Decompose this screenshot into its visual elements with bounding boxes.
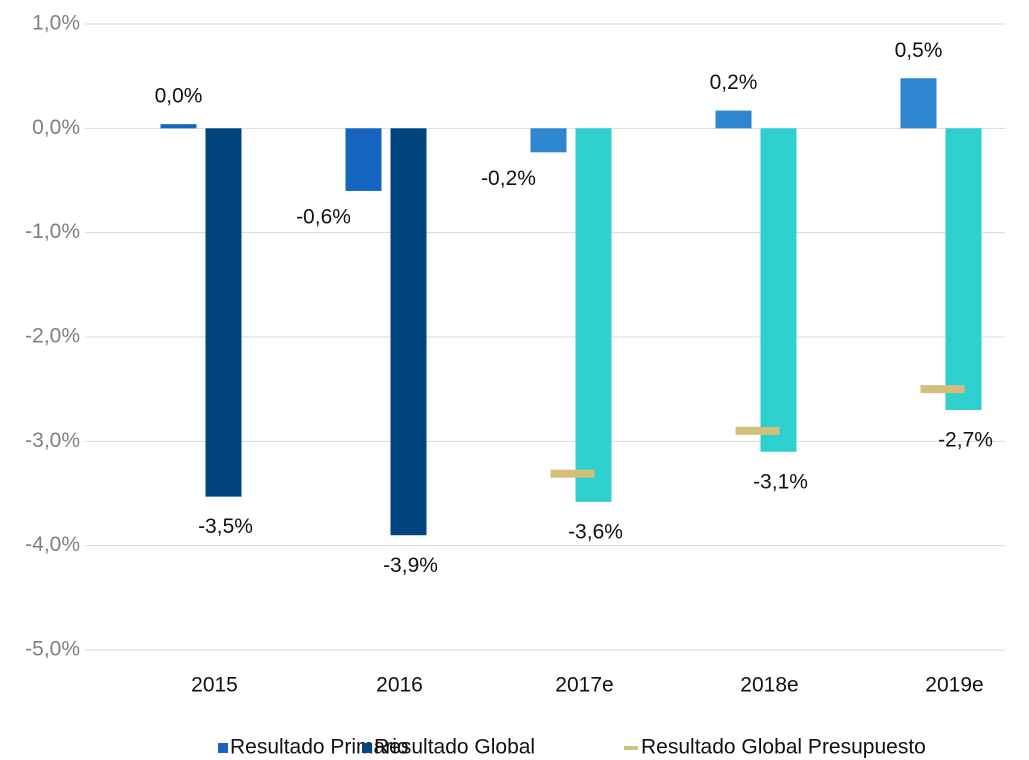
value-label: 0,2% [710,71,758,94]
value-label: -0,2% [481,167,536,190]
y-tick-label: -2,0% [25,325,80,348]
y-tick-label: -5,0% [25,638,80,661]
x-tick-label: 2016 [376,674,423,697]
value-label: 0,0% [155,85,203,108]
value-label: -0,6% [296,205,351,228]
value-label: 0,5% [895,39,943,62]
bar [760,128,797,452]
bar [160,124,197,129]
value-label: -3,1% [753,470,808,493]
value-label: -3,6% [568,520,623,543]
legend-swatch [218,743,228,753]
x-tick-label: 2019e [925,674,983,697]
y-tick-label: 1,0% [32,12,80,35]
x-tick-label: 2018e [740,674,798,697]
legend-label: Resultado Global [374,736,535,759]
legend-label: Resultado Global Presupuesto [641,736,926,759]
bar [575,128,612,502]
bar [530,128,567,153]
y-tick-label: -1,0% [25,220,80,243]
bar [390,128,427,536]
bar [715,110,752,129]
x-tick-label: 2017e [555,674,613,697]
y-tick-label: -3,0% [25,429,80,452]
value-label: -2,7% [938,429,993,452]
value-label: -3,9% [383,554,438,577]
bar [900,78,937,129]
x-tick-label: 2015 [191,674,238,697]
legend-swatch [624,746,638,750]
bar [945,128,982,411]
y-tick-label: 0,0% [32,116,80,139]
bar [205,128,242,497]
value-label: -3,5% [198,515,253,538]
y-tick-label: -4,0% [25,533,80,556]
budget-mark [550,469,595,478]
legend-swatch [362,743,372,753]
bar [345,128,382,191]
budget-mark [920,385,965,394]
budget-mark [735,426,780,435]
